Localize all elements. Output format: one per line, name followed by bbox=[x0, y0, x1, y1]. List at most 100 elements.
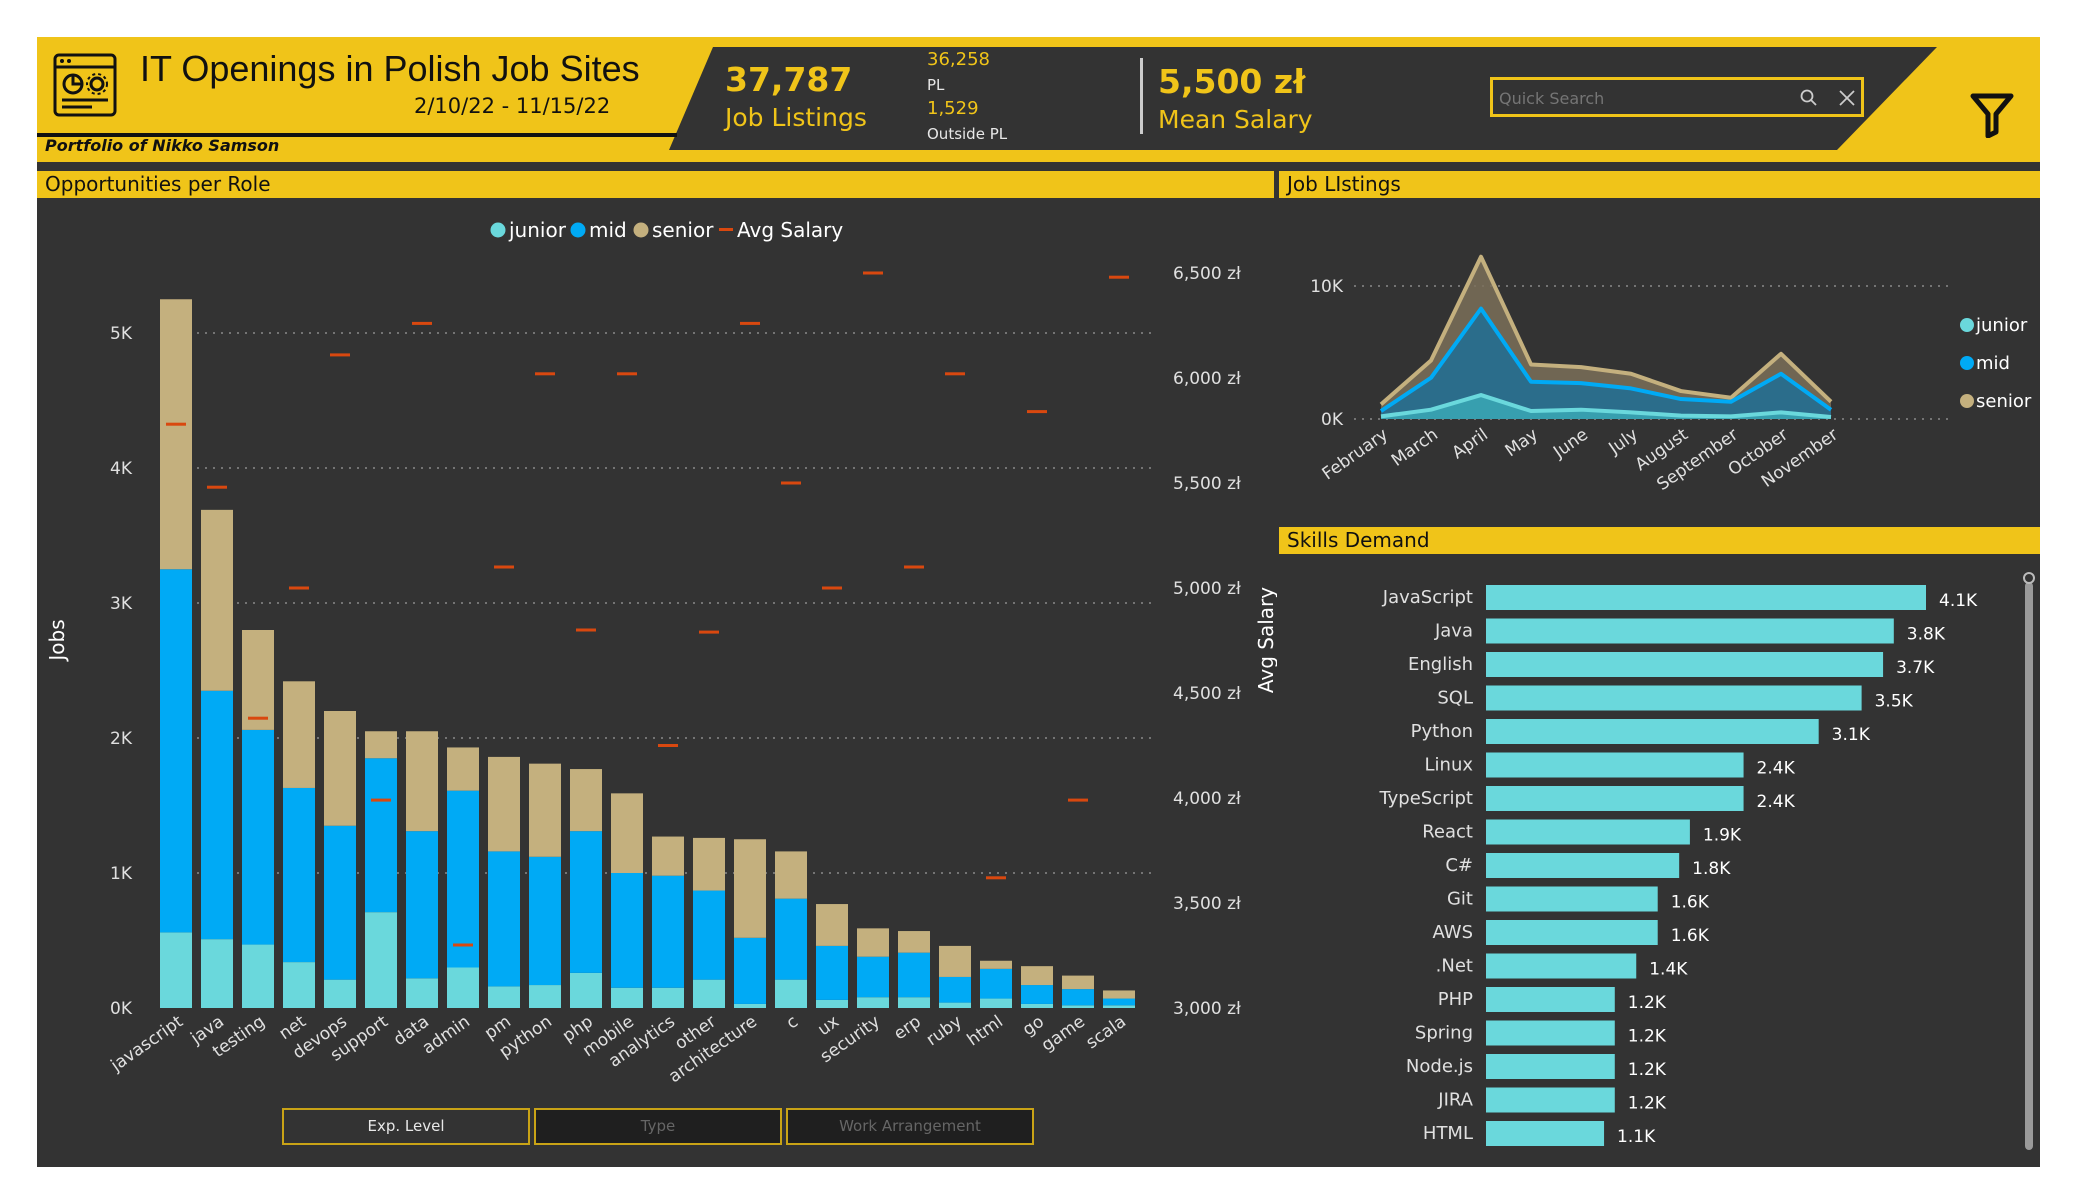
exp-level-button[interactable]: Exp. Level bbox=[282, 1108, 530, 1145]
bar-segment-junior bbox=[201, 939, 233, 1008]
bar-segment-senior bbox=[242, 630, 274, 730]
bar-segment-junior bbox=[775, 979, 807, 1008]
type-button[interactable]: Type bbox=[534, 1108, 782, 1145]
skill-bar bbox=[1486, 1087, 1615, 1113]
skill-bar bbox=[1486, 886, 1658, 912]
bar-segment-senior bbox=[611, 793, 643, 873]
filter-icon[interactable] bbox=[1970, 92, 2014, 138]
bar-segment-mid bbox=[447, 790, 479, 968]
legend-marker bbox=[1960, 394, 1974, 408]
bar-segment-junior bbox=[570, 972, 602, 1008]
avg-salary-marker bbox=[453, 943, 473, 947]
skill-value-label: 2.4K bbox=[1757, 792, 1796, 812]
avg-salary-marker bbox=[576, 628, 596, 632]
quick-search-box[interactable] bbox=[1490, 77, 1864, 117]
legend-marker bbox=[719, 228, 733, 231]
x-tick-label: c bbox=[783, 1012, 802, 1034]
avg-salary-marker bbox=[904, 565, 924, 569]
outside-pl-count-value: 1,529 bbox=[927, 98, 979, 119]
pl-count-label: PL bbox=[927, 76, 945, 94]
skill-label: .Net bbox=[1436, 956, 1473, 977]
bar-segment-junior bbox=[529, 985, 561, 1008]
skill-value-label: 1.1K bbox=[1617, 1127, 1656, 1147]
scrollbar-track[interactable] bbox=[2025, 582, 2033, 1150]
avg-salary-marker bbox=[863, 271, 883, 275]
opportunities-section-title: Opportunities per Role bbox=[37, 171, 1274, 198]
bar-segment-senior bbox=[1062, 975, 1094, 990]
job-listings-kpi-value: 37,787 bbox=[725, 60, 853, 99]
skill-value-label: 1.4K bbox=[1649, 960, 1688, 980]
skill-bar bbox=[1486, 585, 1926, 610]
x-tick-label: April bbox=[1449, 425, 1492, 464]
y-tick-label: 10K bbox=[1310, 277, 1344, 297]
mean-salary-kpi-value: 5,500 zł bbox=[1158, 62, 1306, 101]
avg-salary-marker bbox=[1068, 798, 1088, 802]
skill-label: Node.js bbox=[1406, 1056, 1473, 1077]
bar-segment-junior bbox=[939, 1002, 971, 1008]
bar-segment-senior bbox=[693, 837, 725, 891]
listings-section-title: Job LIstings bbox=[1279, 171, 2040, 198]
skill-label: JavaScript bbox=[1382, 587, 1473, 608]
bar-segment-mid bbox=[488, 851, 520, 987]
scroll-up-icon[interactable] bbox=[2023, 572, 2035, 584]
search-icon[interactable] bbox=[1799, 88, 1819, 108]
quick-search-input[interactable] bbox=[1499, 86, 1769, 110]
skill-value-label: 1.6K bbox=[1671, 893, 1710, 913]
skill-bar bbox=[1486, 786, 1744, 811]
avg-salary-marker bbox=[740, 321, 760, 325]
skill-value-label: 1.8K bbox=[1692, 859, 1731, 879]
mean-salary-kpi-label: Mean Salary bbox=[1158, 105, 1313, 134]
x-tick-label: May bbox=[1502, 425, 1542, 462]
bar-segment-mid bbox=[283, 787, 315, 963]
bar-segment-junior bbox=[242, 944, 274, 1008]
bar-segment-junior bbox=[324, 979, 356, 1008]
dashboard-logo-icon bbox=[53, 53, 117, 117]
bar-segment-junior bbox=[734, 1003, 766, 1008]
skill-bar bbox=[1486, 853, 1680, 878]
skills-section-title: Skills Demand bbox=[1279, 527, 2040, 554]
bar-segment-senior bbox=[1021, 966, 1053, 986]
skill-value-label: 1.9K bbox=[1703, 826, 1742, 846]
avg-salary-marker bbox=[617, 372, 637, 376]
bar-segment-junior bbox=[1103, 1005, 1135, 1008]
skill-label: Python bbox=[1411, 721, 1473, 742]
bar-segment-mid bbox=[570, 831, 602, 973]
y2-tick-label: 6,500 zł bbox=[1173, 264, 1241, 284]
bar-segment-senior bbox=[324, 711, 356, 826]
bar-segment-senior bbox=[365, 731, 397, 759]
skill-bar bbox=[1486, 953, 1637, 979]
bar-segment-mid bbox=[324, 825, 356, 980]
bar-segment-mid bbox=[734, 937, 766, 1004]
skill-label: Git bbox=[1447, 889, 1473, 910]
avg-salary-marker bbox=[535, 372, 555, 376]
bar-segment-senior bbox=[898, 931, 930, 953]
bar-segment-senior bbox=[283, 681, 315, 788]
line-mid bbox=[1379, 306, 1833, 413]
bar-segment-mid bbox=[1021, 985, 1053, 1004]
skill-bar bbox=[1486, 1054, 1615, 1079]
bar-segment-mid bbox=[652, 875, 684, 988]
avg-salary-marker bbox=[781, 481, 801, 485]
bar-segment-junior bbox=[1062, 1005, 1094, 1008]
skill-bar bbox=[1486, 1020, 1615, 1046]
bar-segment-mid bbox=[406, 831, 438, 979]
x-tick-label: ruby bbox=[923, 1012, 966, 1051]
legend-label: senior bbox=[652, 218, 714, 242]
x-tick-label: game bbox=[1038, 1012, 1089, 1056]
x-tick-label: March bbox=[1388, 425, 1442, 471]
work-arrangement-button[interactable]: Work Arrangement bbox=[786, 1108, 1034, 1145]
legend-marker bbox=[570, 222, 586, 238]
legend-marker bbox=[1960, 356, 1974, 370]
bar-segment-mid bbox=[365, 758, 397, 913]
skill-value-label: 1.2K bbox=[1628, 1060, 1667, 1080]
x-tick-label: June bbox=[1549, 425, 1592, 463]
bar-segment-mid bbox=[1103, 998, 1135, 1006]
bar-segment-senior bbox=[939, 945, 971, 977]
clear-search-icon[interactable] bbox=[1837, 88, 1857, 108]
bar-segment-junior bbox=[488, 986, 520, 1008]
avg-salary-marker bbox=[412, 321, 432, 325]
bar-segment-junior bbox=[365, 912, 397, 1008]
bar-segment-junior bbox=[816, 999, 848, 1008]
skill-value-label: 1.2K bbox=[1628, 1094, 1667, 1114]
